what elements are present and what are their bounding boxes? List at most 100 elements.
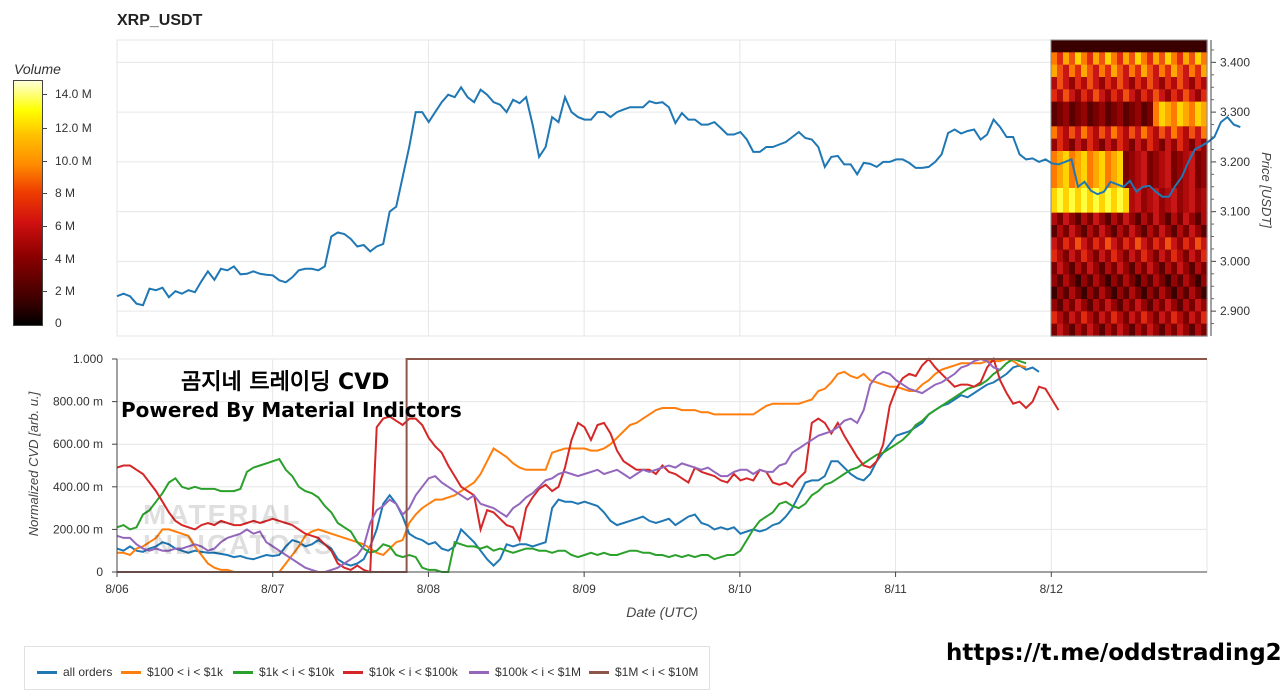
heatmap-cell [1093, 262, 1100, 275]
heatmap-cell [1183, 77, 1190, 90]
heatmap-cell [1123, 225, 1130, 238]
colorbar-tick-label: 14.0 M [55, 87, 92, 101]
heatmap-cell [1069, 114, 1076, 127]
heatmap-cell [1183, 200, 1190, 214]
heatmap-cell [1057, 262, 1064, 275]
heatmap-cell [1075, 114, 1082, 127]
heatmap-cell [1093, 225, 1100, 238]
price-series [116, 85, 1241, 307]
heatmap-cell [1105, 200, 1112, 214]
heatmap-cell [1117, 40, 1124, 53]
heatmap-cell [1087, 299, 1094, 312]
colorbar-tick-mark [42, 128, 47, 129]
heatmap-cell [1171, 114, 1178, 127]
heatmap-cell [1123, 64, 1130, 78]
heatmap-cell [1105, 299, 1112, 312]
heatmap-cell [1087, 151, 1094, 164]
heatmap-cell [1051, 323, 1058, 337]
heatmap-cell [1075, 237, 1082, 251]
heatmap-cell [1081, 101, 1088, 115]
price-tick-label: 3.100 [1220, 205, 1250, 219]
heatmap-cell [1129, 163, 1136, 177]
heatmap-cell [1129, 262, 1136, 275]
volume-colorbar-title: Volume [14, 61, 61, 77]
heatmap-cell [1141, 126, 1148, 140]
heatmap-cell [1057, 151, 1064, 164]
heatmap-cell [1165, 52, 1172, 66]
heatmap-cell [1183, 89, 1190, 103]
heatmap-cell [1093, 237, 1100, 251]
legend-item[interactable]: $10k < i < $100k [343, 665, 458, 679]
heatmap-cell [1105, 89, 1112, 103]
heatmap-cell [1069, 101, 1076, 115]
heatmap-cell [1183, 311, 1190, 325]
heatmap-cell [1069, 262, 1076, 275]
heatmap-cell [1057, 249, 1064, 263]
heatmap-cell [1057, 225, 1064, 238]
heatmap-cell [1111, 64, 1118, 78]
heatmap-cell [1105, 249, 1112, 263]
heatmap-cell [1153, 114, 1160, 127]
heatmap-cell [1147, 175, 1154, 189]
heatmap-cell [1177, 64, 1184, 78]
heatmap-cell [1183, 286, 1190, 300]
heatmap-cell [1087, 77, 1094, 90]
heatmap-cell [1075, 126, 1082, 140]
heatmap-cell [1153, 188, 1160, 201]
heatmap-cell [1165, 77, 1172, 90]
heatmap-cell [1093, 77, 1100, 90]
heatmap-cell [1165, 323, 1172, 337]
heatmap-cell [1201, 274, 1208, 288]
heatmap-cell [1105, 101, 1112, 115]
heatmap-cell [1201, 323, 1208, 337]
heatmap-cell [1171, 138, 1178, 152]
heatmap-cell [1075, 299, 1082, 312]
legend-item[interactable]: $1k < i < $10k [233, 665, 334, 679]
heatmap-cell [1063, 138, 1070, 152]
heatmap-cell [1063, 237, 1070, 251]
heatmap-cell [1087, 40, 1094, 53]
heatmap-cell [1177, 188, 1184, 201]
heatmap-cell [1117, 237, 1124, 251]
heatmap-cell [1075, 101, 1082, 115]
legend-item[interactable]: all orders [37, 665, 112, 679]
heatmap-cell [1105, 163, 1112, 177]
heatmap-cell [1093, 200, 1100, 214]
heatmap-cell [1123, 286, 1130, 300]
heatmap-cell [1111, 138, 1118, 152]
heatmap-cell [1093, 311, 1100, 325]
price-y-axis: 2.900 3.000 3.100 3.200 3.300 3.400 [1210, 40, 1250, 336]
heatmap-cell [1093, 286, 1100, 300]
heatmap-cell [1141, 175, 1148, 189]
heatmap-cell [1171, 286, 1178, 300]
heatmap-cell [1051, 114, 1058, 127]
heatmap-cell [1123, 151, 1130, 164]
heatmap-cell [1159, 175, 1166, 189]
heatmap-cell [1165, 175, 1172, 189]
heatmap-cell [1141, 323, 1148, 337]
heatmap-cell [1189, 212, 1196, 226]
colorbar-tick-mark [42, 259, 47, 260]
heatmap-cell [1153, 175, 1160, 189]
overlay-title: 곰지네 트레이딩 CVD [181, 370, 390, 395]
legend-item[interactable]: $100 < i < $1k [121, 665, 223, 679]
heatmap-cell [1063, 89, 1070, 103]
heatmap-cell [1159, 114, 1166, 127]
legend-item[interactable]: $1M < i < $10M [589, 665, 698, 679]
legend-label: $100 < i < $1k [147, 665, 224, 679]
heatmap-cell [1123, 163, 1130, 177]
heatmap-cell [1135, 212, 1142, 226]
legend-item[interactable]: $100k < i < $1M [469, 665, 581, 679]
heatmap-cell [1135, 101, 1142, 115]
heatmap-cell [1087, 114, 1094, 127]
heatmap-cell [1117, 249, 1124, 263]
heatmap-cell [1177, 212, 1184, 226]
heatmap-cell [1201, 237, 1208, 251]
cvd-axes: 0 200.00 m 400.00 m 600.00 m 800.00 m 1.000 8/… [53, 352, 1207, 596]
heatmap-cell [1189, 323, 1196, 337]
telegram-link[interactable]: https://t.me/oddstrading2 [946, 640, 1280, 666]
heatmap-cell [1153, 262, 1160, 275]
heatmap-cell [1135, 52, 1142, 66]
heatmap-cell [1081, 89, 1088, 103]
heatmap-cell [1063, 200, 1070, 214]
